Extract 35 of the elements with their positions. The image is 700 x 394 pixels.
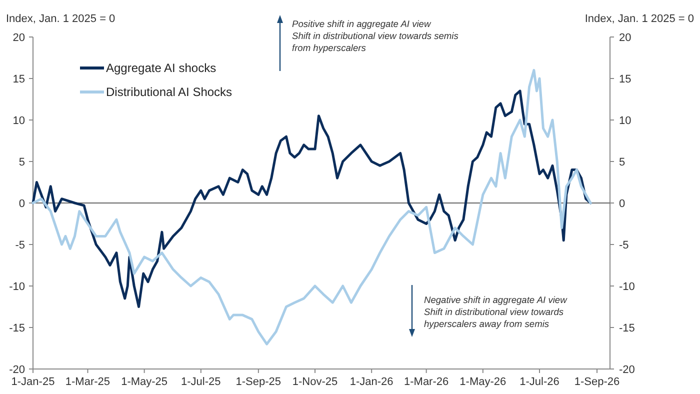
x-tick-label: 1-Jan-25 [11,376,55,388]
y2-tick-label: 10 [619,114,632,127]
y2-tick-label: 5 [619,156,626,168]
legend-label: Aggregate AI shocks [106,61,216,76]
y2-tick-label: -20 [619,364,635,376]
y-tick-label: -20 [9,364,25,376]
x-tick-label: 1-Sep-25 [236,376,282,388]
y-tick-label: 5 [18,156,25,168]
y-tick-label: -15 [9,322,25,334]
x-tick-label: 1-Jul-25 [181,376,221,388]
legend-label: Distributional AI Shocks [106,85,232,100]
y-tick-label: -5 [15,239,25,252]
y-tick-label: 15 [12,73,25,86]
annotation: Negative shift in aggregate AI view Shift in distributional view towards hyperscalers away from semis [424,295,568,329]
y-tick-label: 20 [12,32,25,44]
y2-tick-label: 15 [619,73,632,86]
x-tick-label: 1-Sep-26 [574,376,620,388]
y2-axis-title: Index, Jan. 1 2025 = 0 [584,13,694,25]
x-tick-label: 1-May-25 [121,376,168,388]
y-tick-label: -10 [9,280,25,293]
y-axis-title: Index, Jan. 1 2025 = 0 [6,13,116,25]
x-tick-label: 1-Nov-25 [292,376,338,388]
y-tick-label: 0 [18,198,25,210]
x-tick-label: 1-May-26 [460,376,506,388]
x-tick-label: 1-Mar-25 [65,376,110,388]
x-tick-label: 1-Mar-26 [404,376,449,388]
x-tick-label: 1-Jan-26 [350,376,394,388]
y2-tick-label: -5 [619,239,629,252]
y2-tick-label: -10 [619,280,635,293]
y2-tick-label: 0 [619,198,626,210]
y2-tick-label: 20 [619,32,632,44]
x-tick-label: 1-Jul-26 [520,376,560,388]
y2-tick-label: -15 [619,322,635,334]
y-tick-label: 10 [12,114,25,127]
annotation: Positive shift in aggregate AI view Shift in distributional view towards semis from hyperscalers [292,19,459,53]
